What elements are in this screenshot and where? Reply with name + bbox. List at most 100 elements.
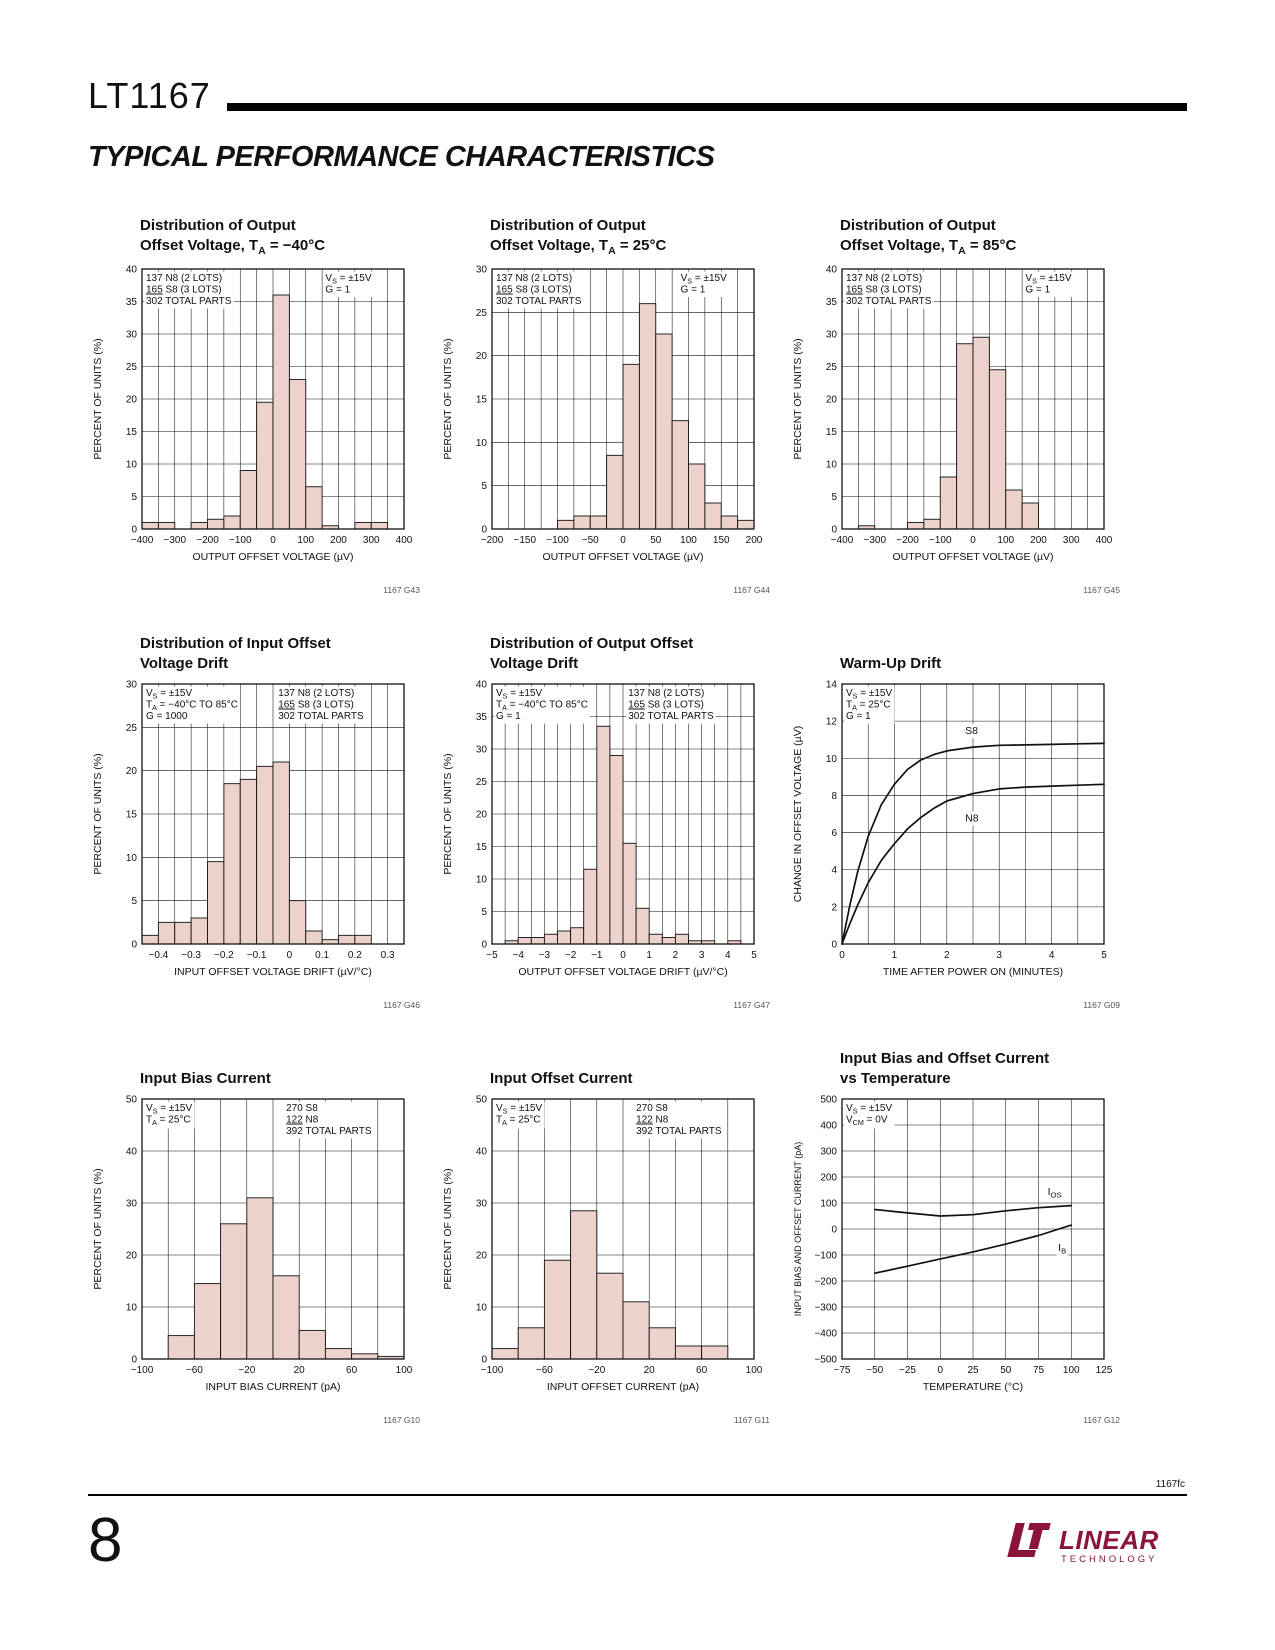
- svg-text:302 TOTAL PARTS: 302 TOTAL PARTS: [628, 711, 714, 722]
- svg-text:12: 12: [826, 717, 838, 728]
- svg-text:G = 1000: G = 1000: [146, 711, 188, 722]
- svg-text:400: 400: [1096, 535, 1113, 546]
- svg-text:137 N8 (2 LOTS): 137 N8 (2 LOTS): [628, 688, 704, 699]
- svg-text:−100: −100: [131, 1365, 154, 1376]
- svg-text:VS = ±15V: VS = ±15V: [146, 1103, 192, 1116]
- svg-text:0: 0: [839, 950, 845, 961]
- svg-text:−200: −200: [481, 535, 504, 546]
- svg-text:VS = ±15V: VS = ±15V: [846, 688, 892, 701]
- svg-text:−2: −2: [565, 950, 577, 961]
- chart-dist-input-offset-drift: Distribution of Input Offset Voltage Drif…: [88, 627, 428, 1010]
- svg-text:−0.4: −0.4: [149, 950, 169, 961]
- svg-text:1: 1: [646, 950, 652, 961]
- svg-text:25: 25: [967, 1365, 979, 1376]
- svg-text:0: 0: [131, 939, 137, 950]
- svg-text:TA = −40°C TO 85°C: TA = −40°C TO 85°C: [496, 699, 588, 712]
- svg-text:50: 50: [1000, 1365, 1012, 1376]
- svg-text:100: 100: [396, 1365, 413, 1376]
- header-rule: [226, 103, 1187, 111]
- svg-text:0: 0: [270, 535, 276, 546]
- figure-id: 1167 G10: [383, 1414, 420, 1425]
- svg-text:2: 2: [673, 950, 679, 961]
- svg-text:75: 75: [1033, 1365, 1045, 1376]
- svg-text:5: 5: [1101, 950, 1107, 961]
- svg-text:2: 2: [944, 950, 950, 961]
- svg-text:100: 100: [746, 1365, 763, 1376]
- svg-text:302 TOTAL PARTS: 302 TOTAL PARTS: [846, 296, 932, 307]
- svg-text:IOS: IOS: [1048, 1186, 1062, 1200]
- footer-document-code: 1167fc: [1155, 1478, 1185, 1490]
- svg-text:100: 100: [297, 535, 314, 546]
- svg-text:−75: −75: [834, 1365, 851, 1376]
- lt-monogram-icon: [1007, 1522, 1051, 1557]
- svg-text:INPUT BIAS CURRENT (pA): INPUT BIAS CURRENT (pA): [206, 1381, 341, 1393]
- svg-text:15: 15: [826, 427, 838, 438]
- svg-text:60: 60: [696, 1365, 708, 1376]
- svg-text:−0.2: −0.2: [214, 950, 234, 961]
- svg-text:200: 200: [820, 1172, 837, 1183]
- svg-text:OUTPUT OFFSET VOLTAGE (µV): OUTPUT OFFSET VOLTAGE (µV): [192, 551, 353, 563]
- svg-text:TEMPERATURE (°C): TEMPERATURE (°C): [923, 1381, 1023, 1393]
- svg-text:PERCENT OF UNITS (%): PERCENT OF UNITS (%): [92, 338, 104, 459]
- svg-text:302 TOTAL PARTS: 302 TOTAL PARTS: [278, 711, 364, 722]
- svg-text:0: 0: [481, 1354, 487, 1365]
- svg-text:10: 10: [476, 438, 488, 449]
- svg-text:0: 0: [620, 535, 626, 546]
- svg-text:G = 1: G = 1: [681, 284, 706, 295]
- svg-text:−400: −400: [831, 535, 854, 546]
- svg-text:50: 50: [126, 1094, 138, 1105]
- svg-text:−150: −150: [513, 535, 536, 546]
- svg-text:8: 8: [831, 791, 837, 802]
- svg-text:OUTPUT OFFSET VOLTAGE (µV): OUTPUT OFFSET VOLTAGE (µV): [892, 551, 1053, 563]
- svg-text:25: 25: [826, 362, 838, 373]
- svg-text:−300: −300: [163, 535, 186, 546]
- svg-text:30: 30: [476, 1198, 488, 1209]
- svg-text:N8: N8: [965, 812, 979, 824]
- svg-text:VS = ±15V: VS = ±15V: [146, 688, 192, 701]
- svg-text:20: 20: [126, 766, 138, 777]
- svg-text:PERCENT OF UNITS (%): PERCENT OF UNITS (%): [442, 1168, 454, 1289]
- svg-text:VS = ±15V: VS = ±15V: [681, 273, 727, 286]
- svg-text:4: 4: [1049, 950, 1055, 961]
- svg-text:5: 5: [751, 950, 757, 961]
- svg-text:0: 0: [620, 950, 626, 961]
- chart-input-bias-current: Input Bias Current VS = ±15V TA = 25°C 270 …: [88, 1042, 428, 1425]
- svg-text:PERCENT OF UNITS (%): PERCENT OF UNITS (%): [442, 753, 454, 874]
- figure-id: 1167 G47: [733, 999, 770, 1010]
- svg-text:TA = 25°C: TA = 25°C: [846, 699, 891, 712]
- svg-text:50: 50: [650, 535, 662, 546]
- svg-text:−60: −60: [536, 1365, 553, 1376]
- logo-brand-text: LINEAR: [1059, 1525, 1159, 1555]
- svg-text:INPUT OFFSET CURRENT (pA): INPUT OFFSET CURRENT (pA): [547, 1381, 699, 1393]
- svg-text:137 N8 (2 LOTS): 137 N8 (2 LOTS): [146, 273, 222, 284]
- svg-text:30: 30: [826, 329, 838, 340]
- svg-text:−5: −5: [486, 950, 498, 961]
- svg-text:−400: −400: [814, 1328, 837, 1339]
- svg-text:−0.1: −0.1: [247, 950, 267, 961]
- page-number: 8: [88, 1505, 123, 1575]
- svg-text:−300: −300: [863, 535, 886, 546]
- svg-text:20: 20: [294, 1365, 306, 1376]
- svg-text:10: 10: [826, 754, 838, 765]
- chart-title: Input Bias Current: [140, 1070, 271, 1088]
- svg-text:VS = ±15V: VS = ±15V: [496, 688, 542, 701]
- svg-text:30: 30: [126, 1198, 138, 1209]
- svg-text:20: 20: [126, 394, 138, 405]
- chart-title: Input Bias and Offset Current vs Temperat…: [840, 1050, 1050, 1088]
- svg-text:4: 4: [725, 950, 731, 961]
- svg-text:3: 3: [699, 950, 705, 961]
- svg-text:30: 30: [126, 679, 138, 690]
- svg-text:0.1: 0.1: [315, 950, 329, 961]
- svg-text:−200: −200: [814, 1276, 837, 1287]
- svg-text:125: 125: [1096, 1365, 1113, 1376]
- svg-text:−4: −4: [512, 950, 524, 961]
- svg-text:165 S8 (3 LOTS): 165 S8 (3 LOTS): [496, 284, 572, 295]
- svg-text:35: 35: [476, 712, 488, 723]
- figure-id: 1167 G12: [1083, 1414, 1120, 1425]
- svg-text:300: 300: [363, 535, 380, 546]
- svg-text:5: 5: [831, 492, 837, 503]
